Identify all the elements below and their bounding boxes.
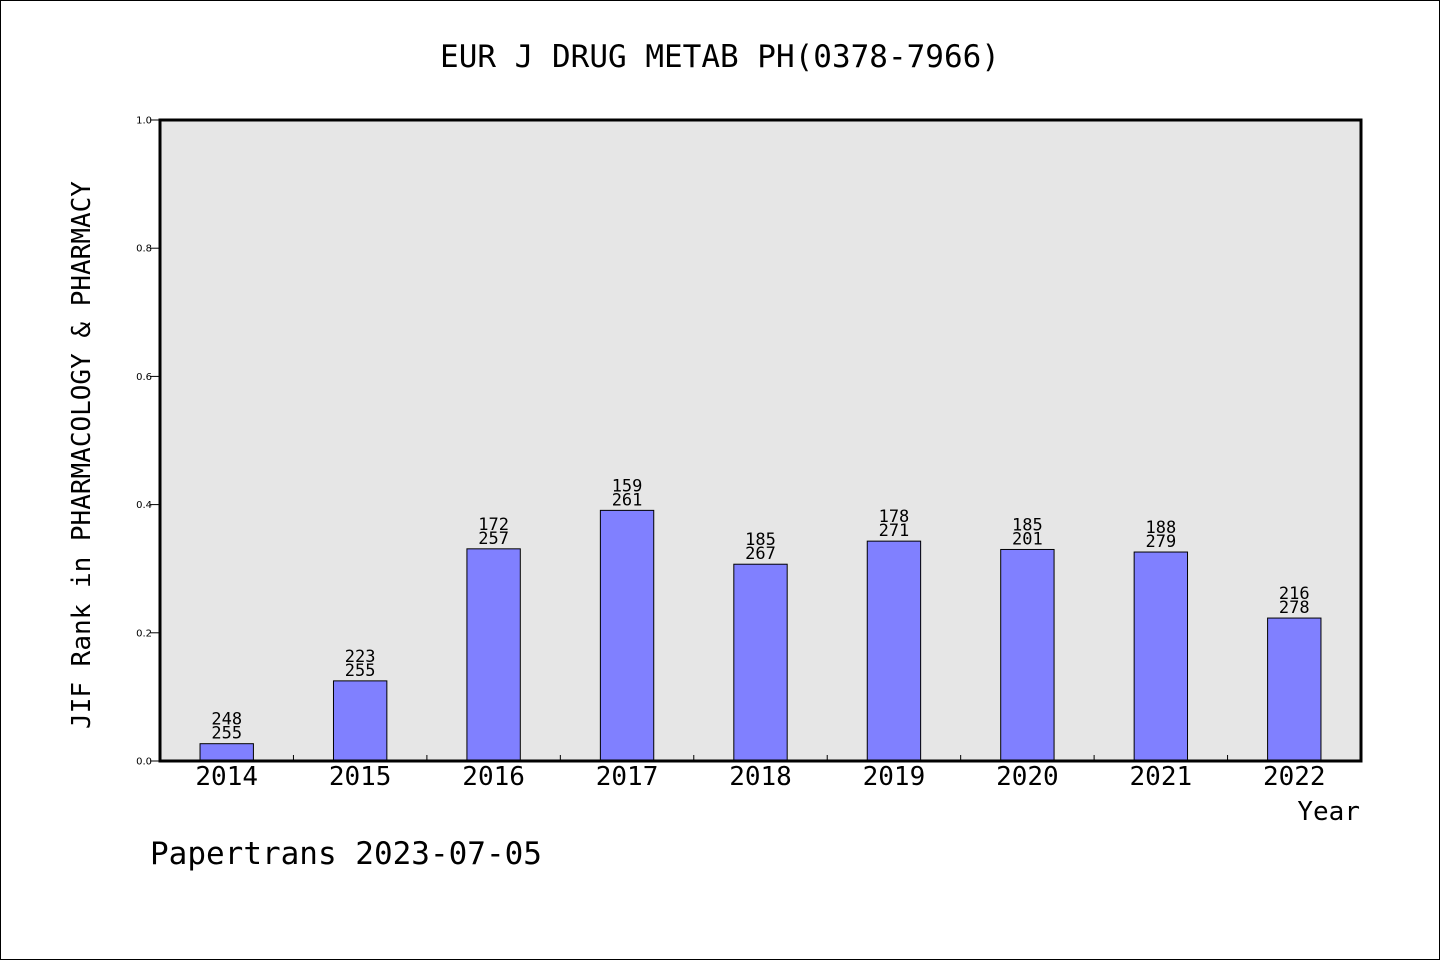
y-tick-label: 1.0 [136, 116, 152, 127]
bar-label-rank: 185 [745, 530, 776, 550]
bar-2019 [866, 540, 922, 762]
bar-label-rank: 159 [612, 476, 643, 496]
x-axis-label: Year [1297, 797, 1360, 827]
bar-label-total: 279 [1145, 532, 1176, 552]
bar-2018 [733, 563, 788, 762]
bar-2015 [332, 680, 388, 762]
x-tick-label: 2019 [863, 762, 926, 792]
x-tick-label: 2014 [195, 762, 258, 792]
bar-label-rank: 248 [211, 710, 242, 730]
x-tick-label: 2016 [462, 762, 525, 792]
chart-title: EUR J DRUG METAB PH(0378-7966) [440, 39, 1000, 75]
bar-label-rank: 188 [1145, 518, 1176, 538]
y-tick-label: 0.4 [136, 500, 152, 511]
bar-label-rank: 216 [1279, 584, 1310, 604]
bar-2022 [1267, 617, 1322, 762]
x-tick-label: 2022 [1263, 762, 1326, 792]
bar-label-total: 271 [879, 521, 910, 541]
bar-label-total: 257 [478, 529, 509, 549]
y-axis-ticks: 0.0 0.2 0.4 0.6 0.8 1.0 [136, 116, 160, 768]
x-tick-label: 2015 [329, 762, 392, 792]
bar-2020 [1000, 548, 1055, 762]
bar-label-rank: 172 [478, 515, 509, 535]
x-tick-label: 2021 [1130, 762, 1193, 792]
x-tick-label: 2017 [596, 762, 659, 792]
x-axis-ticks: 2014 2015 2016 2017 2018 2019 2020 2021 2022 [195, 755, 1326, 792]
bar-label-rank: 223 [345, 647, 376, 667]
x-tick-label: 2018 [729, 762, 792, 792]
bar-label-rank: 178 [879, 507, 910, 527]
x-tick-label: 2020 [996, 762, 1059, 792]
bar-label-total: 255 [345, 661, 376, 681]
y-tick-label: 0.8 [136, 244, 152, 255]
y-tick-label: 0.2 [136, 628, 152, 639]
bar-label-rank: 185 [1012, 515, 1043, 535]
bar-2016 [466, 548, 521, 762]
y-axis-label: JIF Rank in PHARMACOLOGY & PHARMACY [67, 181, 97, 729]
bar-2014 [199, 743, 254, 762]
y-tick-label: 0.6 [136, 372, 152, 383]
bar-label-total: 201 [1012, 529, 1043, 549]
bar-group [199, 509, 1322, 762]
footer-text: Papertrans 2023-07-05 [150, 836, 542, 872]
bar-2017 [599, 509, 655, 762]
bar-2021 [1133, 551, 1189, 762]
bar-label-total: 261 [612, 490, 643, 510]
bar-label-total: 267 [745, 544, 776, 564]
bar-label-total: 255 [211, 724, 242, 744]
plot-border [158, 118, 1363, 763]
y-tick-label: 0.0 [136, 757, 152, 768]
bar-label-total: 278 [1279, 598, 1310, 618]
